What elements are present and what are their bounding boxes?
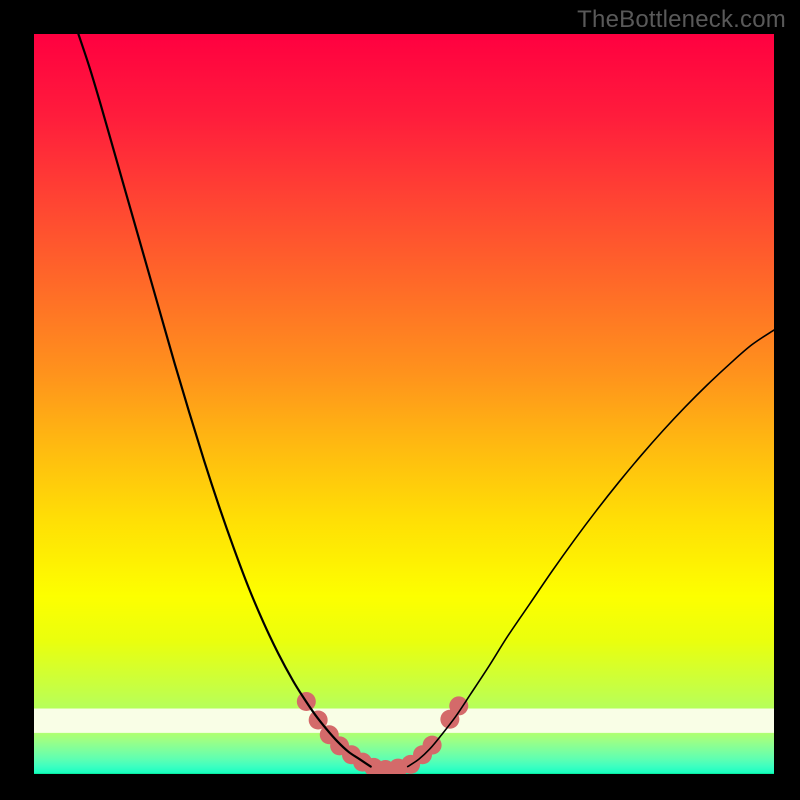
gradient-background [34, 34, 774, 774]
stage: TheBottleneck.com [0, 0, 800, 800]
watermark-text: TheBottleneck.com [577, 6, 786, 34]
bottleneck-curve-chart [34, 34, 774, 774]
plot-area [34, 34, 774, 774]
